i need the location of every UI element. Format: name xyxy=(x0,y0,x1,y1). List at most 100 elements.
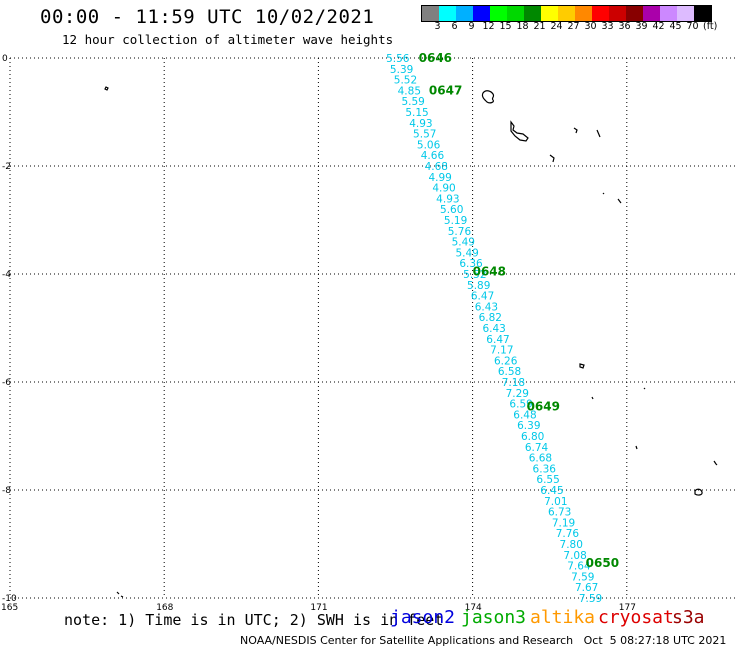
swh-value: 4.93 xyxy=(436,193,459,205)
lat-tick-label: -10 xyxy=(2,594,17,604)
satellite-name: jason3 xyxy=(461,607,527,628)
lat-tick-label: -2 xyxy=(2,162,11,172)
chart-subtitle: 12 hour collection of altimeter wave hei… xyxy=(62,32,394,47)
island xyxy=(120,595,124,598)
swh-value: 7.76 xyxy=(556,528,580,540)
swh-value: 6.80 xyxy=(521,431,544,443)
swh-value: 7.29 xyxy=(506,388,529,400)
swh-value: 5.57 xyxy=(413,129,436,141)
swh-value: 6.82 xyxy=(479,312,502,324)
island xyxy=(591,396,594,400)
lon-tick-label: 168 xyxy=(156,603,173,613)
island xyxy=(643,387,646,390)
satellite-name: cryosat xyxy=(598,607,674,628)
satellite-name: s3a xyxy=(672,607,705,628)
legend-swatch xyxy=(558,6,575,21)
swh-value: 6.68 xyxy=(529,453,552,465)
color-legend xyxy=(421,5,712,22)
swh-value: 6.59 xyxy=(509,399,532,411)
swh-value: 7.19 xyxy=(552,517,575,529)
footnote: note: 1) Time is in UTC; 2) SWH is in fe… xyxy=(64,611,444,629)
legend-swatch xyxy=(643,6,660,21)
legend-swatch xyxy=(694,6,711,21)
swh-value: 5.06 xyxy=(417,139,441,151)
lat-tick-label: -8 xyxy=(2,486,11,496)
legend-label: 12 xyxy=(482,21,495,32)
lat-tick-label: -6 xyxy=(2,378,11,388)
credit-footer: NOAA/NESDIS Center for Satellite Applica… xyxy=(240,634,727,647)
swh-value: 6.45 xyxy=(540,485,563,497)
island-outlines xyxy=(104,86,718,598)
legend-swatch xyxy=(609,6,626,21)
island xyxy=(596,129,601,138)
island xyxy=(579,363,585,369)
swh-value: 6.43 xyxy=(482,323,505,335)
swh-value: 6.47 xyxy=(486,334,509,346)
legend-unit: (ft) xyxy=(703,21,718,32)
swh-value: 5.60 xyxy=(440,204,463,216)
swh-value: 4.90 xyxy=(432,183,455,195)
swh-value: 5.56 xyxy=(386,53,410,65)
swh-value: 6.55 xyxy=(536,474,559,486)
swh-value: 7.59 xyxy=(571,571,594,583)
lon-tick-label: 174 xyxy=(465,603,482,613)
swh-value: 4.85 xyxy=(398,85,421,97)
swh-value: 5.49 xyxy=(452,237,475,249)
swh-value: 5.15 xyxy=(405,107,428,119)
swh-value: 6.73 xyxy=(548,507,571,519)
legend-swatch xyxy=(575,6,592,21)
legend-swatch xyxy=(541,6,558,21)
swh-value: 5.19 xyxy=(444,215,467,227)
color-legend-labels: 3 6 9 12 15 18 21 24 27 30 33 36 39 42 45 70 (ft) xyxy=(421,21,727,32)
island xyxy=(116,591,120,595)
island xyxy=(510,120,529,142)
legend-swatch xyxy=(660,6,677,21)
legend-swatch xyxy=(473,6,490,21)
legend-swatch xyxy=(626,6,643,21)
swh-value: 7.80 xyxy=(560,539,583,551)
swh-value: 5.52 xyxy=(394,75,417,87)
legend-label: 15 xyxy=(499,21,512,32)
time-label: 0646 xyxy=(419,51,452,65)
satellite-name: altika xyxy=(530,607,596,628)
time-label: 0648 xyxy=(473,264,506,278)
island xyxy=(573,127,578,134)
island xyxy=(713,460,718,466)
legend-label: 3 xyxy=(434,21,441,32)
swh-value: 7.08 xyxy=(563,550,586,562)
legend-label: 36 xyxy=(618,21,631,32)
swh-value: 7.64 xyxy=(567,561,591,573)
swh-value: 6.39 xyxy=(517,420,540,432)
legend-label: 9 xyxy=(468,21,475,32)
swh-value: 4.93 xyxy=(409,118,432,130)
legend-label: 27 xyxy=(567,21,580,32)
lon-tick-label: 165 xyxy=(1,603,18,613)
swh-value: 6.26 xyxy=(494,355,518,367)
track-time-labels: 0646 0647 0648 0649 0650 xyxy=(419,51,619,570)
legend-swatch xyxy=(456,6,473,21)
swh-value: 7.17 xyxy=(490,345,513,357)
lat-lon-grid xyxy=(9,57,738,599)
swh-value: 7.01 xyxy=(544,496,567,508)
swh-value: 5.76 xyxy=(448,226,472,238)
swh-value: 4.68 xyxy=(425,161,448,173)
legend-swatch xyxy=(677,6,694,21)
lon-tick-label: 177 xyxy=(619,603,636,613)
legend-label: 18 xyxy=(516,21,529,32)
lat-tick-label: 0 xyxy=(2,54,8,64)
swh-value: 5.52 xyxy=(463,269,486,281)
island xyxy=(549,154,555,163)
island xyxy=(104,86,109,91)
legend-swatch xyxy=(439,6,456,21)
swh-value: 7.67 xyxy=(575,582,598,594)
legend-label: 6 xyxy=(451,21,458,32)
time-label: 0649 xyxy=(527,399,560,413)
island xyxy=(635,445,638,450)
swh-value: 6.58 xyxy=(498,366,521,378)
swh-value: 6.74 xyxy=(525,442,549,454)
island xyxy=(602,192,605,195)
legend-swatch xyxy=(524,6,541,21)
swh-value: 5.89 xyxy=(467,280,490,292)
